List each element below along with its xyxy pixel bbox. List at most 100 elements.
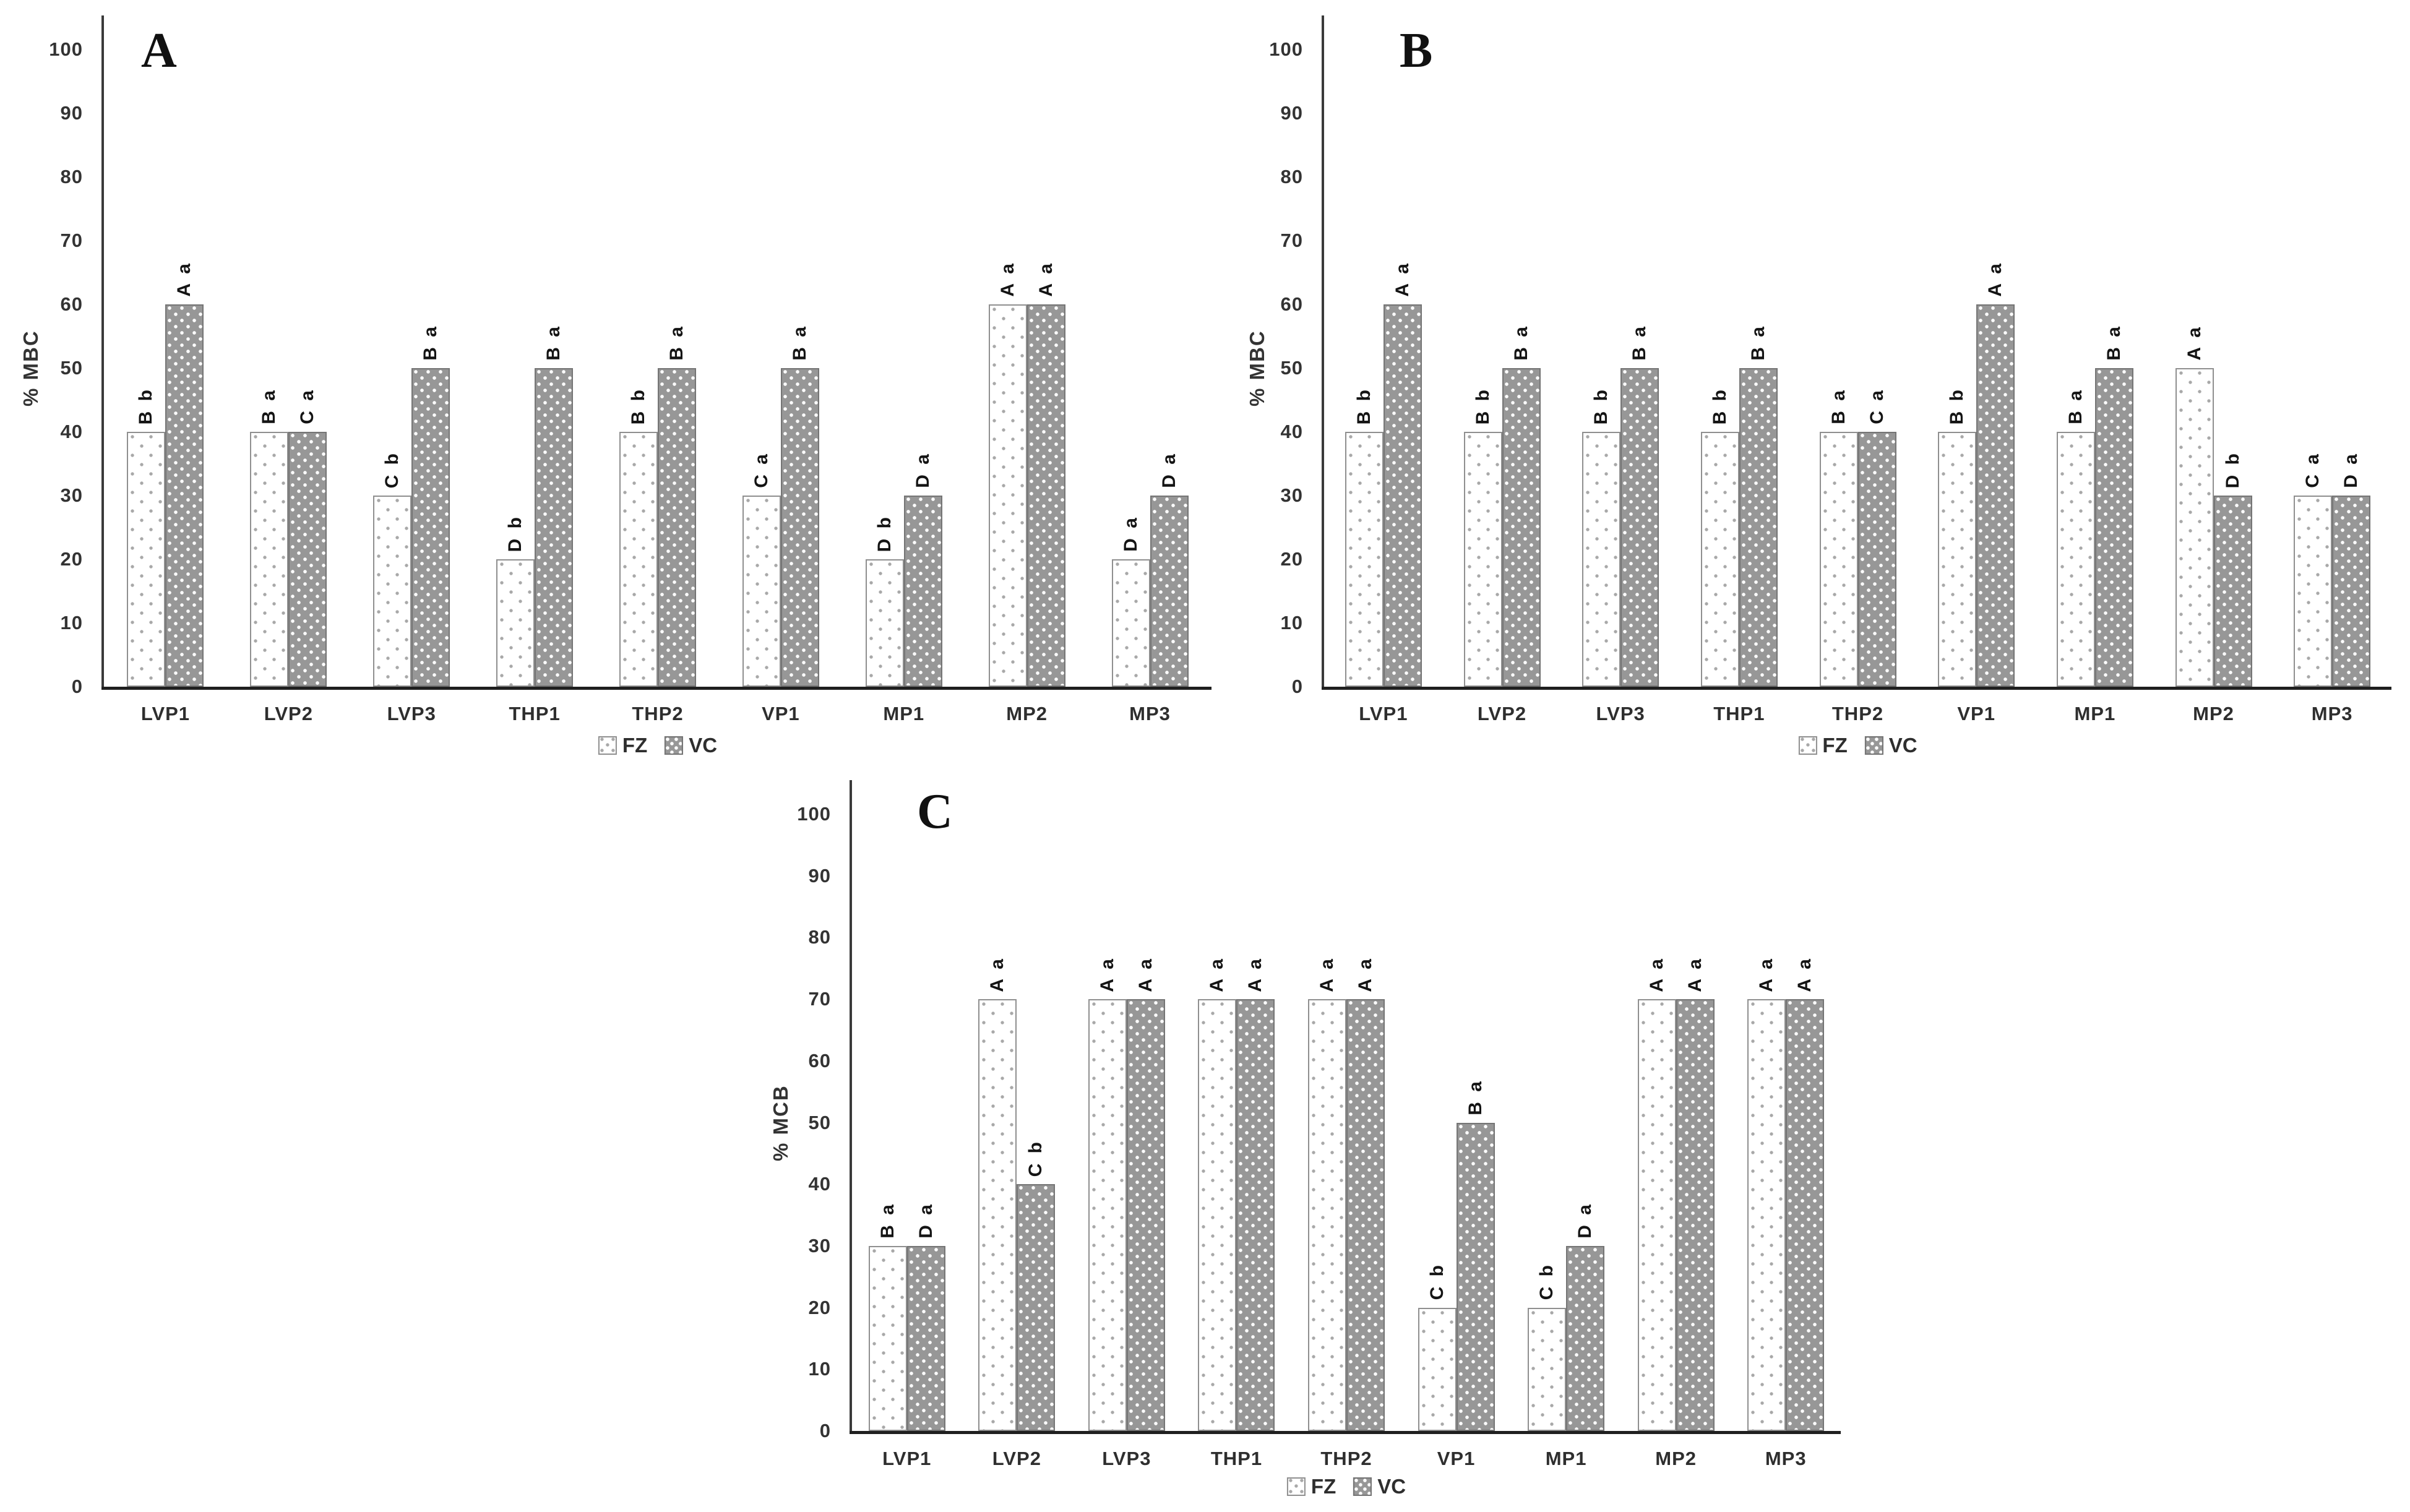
bar-fz-lvp2: [978, 999, 1017, 1431]
bar-annotation: A a: [1312, 930, 1342, 992]
legend-entry-vc: VC: [1353, 1475, 1406, 1498]
category-label-mp2: MP2: [2193, 703, 2234, 724]
annotation-text: D a: [1575, 1202, 1596, 1239]
annotation-text: A a: [1794, 956, 1815, 992]
bar-vc-lvp1: [165, 304, 204, 687]
bar-annotation: A a: [1681, 930, 1710, 992]
category-label-mp3: MP3: [2311, 703, 2353, 724]
y-tick-label: 30: [808, 1234, 831, 1256]
legend-label-vc: VC: [1377, 1475, 1406, 1498]
bar-fz-mp3: [2294, 496, 2333, 687]
bar-fz-lvp1: [868, 1245, 907, 1431]
legend: FZ VC: [1286, 1475, 1406, 1498]
legend-label-fz: FZ: [1822, 734, 1848, 757]
y-tick-label: 50: [60, 357, 83, 379]
annotation-text: A a: [1207, 956, 1228, 992]
bar-fz-mp3: [1111, 559, 1150, 687]
legend-label-vc: VC: [1888, 734, 1917, 757]
category-label-thp2: THP2: [632, 703, 684, 724]
y-tick-label: 90: [60, 102, 83, 124]
category-label-lvp3: LVP3: [1596, 703, 1645, 724]
y-tick-label: 30: [60, 484, 83, 506]
y-tick-label: 50: [808, 1111, 831, 1133]
bar-vc-mp2: [2213, 496, 2252, 687]
y-tick-label: 10: [60, 612, 83, 634]
bar-annotation: A a: [1093, 930, 1122, 992]
bar-vc-vp1: [1976, 304, 2015, 687]
y-tick-label: 80: [808, 926, 831, 948]
annotation-text: B a: [877, 1202, 898, 1239]
bar-fz-vp1: [742, 496, 781, 687]
y-tick-label: 0: [819, 1420, 831, 1441]
annotation-text: D a: [915, 1202, 936, 1239]
legend-label-vc: VC: [689, 734, 718, 757]
category-label-mp2: MP2: [1006, 703, 1048, 724]
legend-entry-fz: FZ: [1798, 734, 1848, 757]
y-tick-label: 100: [1269, 38, 1303, 60]
annotation-text: B a: [1465, 1078, 1486, 1115]
bar-vc-thp1: [1739, 368, 1778, 687]
bar-vc-mp3: [1150, 496, 1189, 687]
bar-vc-lvp2: [1017, 1184, 1056, 1431]
bar-fz-lvp3: [373, 496, 412, 687]
legend-swatch-vc: [1864, 736, 1883, 755]
category-label-mp1: MP1: [883, 703, 925, 724]
bar-fz-thp2: [619, 432, 658, 687]
bar-vc-mp1: [903, 496, 942, 687]
annotation-text: A a: [1135, 956, 1156, 992]
y-tick-label: 60: [1280, 293, 1303, 315]
bar-vc-lvp3: [1126, 999, 1165, 1431]
bar-vc-mp3: [1786, 999, 1825, 1431]
legend-entry-fz: FZ: [598, 734, 647, 757]
category-label-lvp1: LVP1: [882, 1448, 932, 1469]
bar-annotation: D a: [911, 1177, 941, 1239]
x-axis-line: [101, 687, 1211, 690]
y-tick-label: 80: [60, 166, 83, 187]
legend: FZ VC: [598, 734, 717, 757]
annotation-text: C b: [1536, 1263, 1557, 1300]
bar-vc-mp2: [1676, 999, 1715, 1431]
legend: FZ VC: [1798, 734, 1917, 757]
bar-annotation: C b: [1532, 1239, 1562, 1300]
x-axis-line: [850, 1431, 1841, 1434]
annotation-text: A a: [1355, 956, 1375, 992]
bar-annotation: A a: [1241, 930, 1270, 992]
category-label-mp3: MP3: [1765, 1448, 1807, 1469]
y-tick-label: 40: [60, 421, 83, 442]
bar-vc-mp3: [2332, 496, 2371, 687]
bar-vc-thp2: [658, 368, 696, 687]
bar-vc-vp1: [780, 368, 819, 687]
category-label-mp3: MP3: [1129, 703, 1171, 724]
y-tick-label: 0: [1291, 676, 1303, 697]
category-label-lvp2: LVP2: [992, 1448, 1041, 1469]
y-tick-label: 20: [1280, 548, 1303, 570]
bar-vc-thp1: [535, 368, 574, 687]
category-label-thp2: THP2: [1320, 1448, 1372, 1469]
bar-annotation: C b: [1422, 1239, 1452, 1300]
y-tick-label: 40: [1280, 421, 1303, 442]
annotation-text: A a: [1245, 956, 1266, 992]
y-tick-label: 20: [808, 1296, 831, 1318]
legend-entry-fz: FZ: [1286, 1475, 1336, 1498]
y-axis-line: [101, 15, 104, 687]
annotation-text: A a: [1684, 956, 1705, 992]
bar-fz-lvp1: [127, 432, 166, 687]
bar-annotation: D a: [1570, 1177, 1600, 1239]
annotation-text: A a: [1756, 956, 1777, 992]
bar-annotation: A a: [1642, 930, 1672, 992]
bar-vc-lvp3: [411, 368, 450, 687]
category-label-thp2: THP2: [1831, 703, 1884, 724]
bar-vc-lvp1: [1383, 304, 1422, 687]
annotation-text: C b: [1025, 1139, 1046, 1177]
bar-fz-thp1: [1198, 999, 1237, 1431]
panel-letter: C: [917, 784, 953, 839]
legend-swatch-vc: [1353, 1477, 1372, 1496]
y-tick-label: 10: [808, 1358, 831, 1380]
legend-label-fz: FZ: [622, 734, 648, 757]
y-axis-title: % MCB: [769, 1084, 792, 1161]
bar-fz-thp1: [496, 559, 535, 687]
